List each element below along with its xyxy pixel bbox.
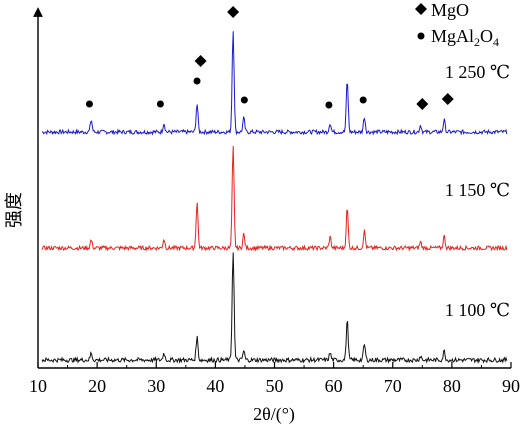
mgal2o4-marker	[325, 101, 333, 109]
x-tick-label: 10	[29, 376, 47, 396]
mgal2o4-marker	[85, 100, 93, 108]
trace-0	[41, 31, 508, 136]
series-label: 1 150 ℃	[445, 180, 510, 200]
x-axis-label: 2θ/(°)	[253, 404, 295, 425]
x-ticks: 10 20 30 40 50 60 70 80 90	[29, 362, 520, 396]
mgal2o4-marker	[156, 100, 164, 108]
legend-label-mgal2o4: MgAl2O4	[431, 26, 499, 49]
x-tick-label: 20	[88, 376, 106, 396]
mgal2o4-marker	[193, 77, 201, 85]
mgal2o4-marker	[359, 96, 367, 104]
x-tick-label: 90	[502, 376, 520, 396]
mgal2o4-marker	[240, 96, 248, 104]
y-axis-label: 强度	[4, 192, 24, 228]
mgo-marker	[441, 93, 454, 105]
mgo-marker	[227, 6, 240, 18]
dot-icon	[417, 32, 425, 40]
x-tick-label: 50	[266, 376, 284, 396]
x-tick-label: 40	[206, 376, 224, 396]
trace-2	[41, 252, 508, 364]
x-tick-label: 80	[443, 376, 461, 396]
xrd-traces	[41, 31, 508, 364]
legend-item-mgal2o4: MgAl2O4	[417, 26, 499, 49]
x-tick-label: 70	[384, 376, 402, 396]
trace-1	[41, 145, 508, 252]
series-labels: 1 250 ℃ 1 150 ℃ 1 100 ℃	[445, 62, 510, 320]
legend-label-mgo: MgO	[431, 0, 469, 20]
mgo-marker	[194, 55, 207, 67]
series-label: 1 250 ℃	[445, 62, 510, 82]
x-tick-label: 60	[325, 376, 343, 396]
legend-item-mgo: MgO	[415, 0, 469, 20]
legend: MgO MgAl2O4	[415, 0, 499, 49]
mgo-marker	[416, 98, 429, 110]
series-label: 1 100 ℃	[445, 300, 510, 320]
x-tick-label: 30	[147, 376, 165, 396]
phase-markers	[85, 6, 454, 110]
diamond-icon	[415, 3, 427, 15]
